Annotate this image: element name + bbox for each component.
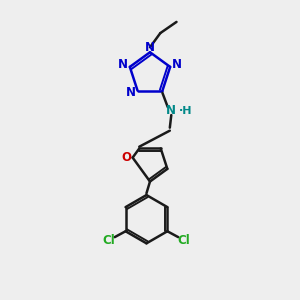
- Text: Cl: Cl: [102, 234, 115, 247]
- Text: N: N: [118, 58, 128, 71]
- Text: O: O: [122, 151, 132, 164]
- Text: N: N: [126, 85, 136, 99]
- Text: N: N: [172, 58, 182, 71]
- Text: N: N: [145, 41, 155, 54]
- Text: ·H: ·H: [179, 106, 193, 116]
- Text: Cl: Cl: [178, 234, 190, 247]
- Text: N: N: [166, 104, 176, 117]
